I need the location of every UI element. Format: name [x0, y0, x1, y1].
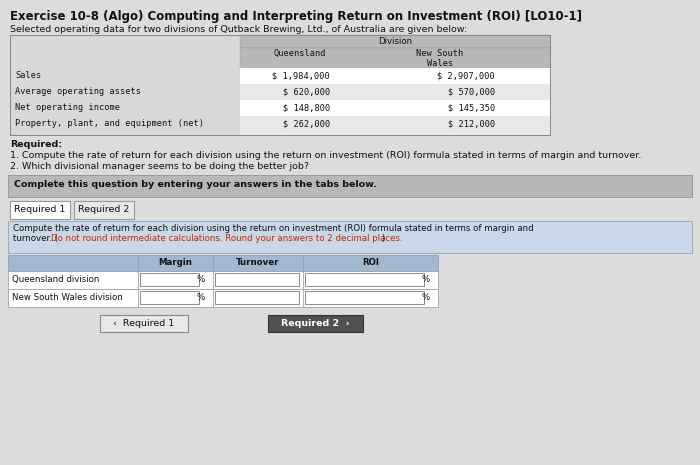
Text: New South Wales division: New South Wales division: [12, 293, 122, 302]
Bar: [8, 199, 692, 221]
Text: Required 2  ›: Required 2 ›: [281, 319, 349, 328]
Text: 1. Compute the rate of return for each division using the return on investment (: 1. Compute the rate of return for each d…: [10, 151, 641, 160]
Bar: [10, 116, 550, 132]
Text: ROI: ROI: [362, 258, 379, 267]
Text: %: %: [197, 275, 205, 284]
Text: Turnover: Turnover: [237, 258, 280, 267]
Text: Average operating assets: Average operating assets: [15, 87, 141, 96]
Text: Queensland division: Queensland division: [12, 275, 99, 284]
Bar: [10, 100, 550, 116]
Bar: [240, 35, 550, 48]
Text: $ 2,907,000: $ 2,907,000: [438, 71, 495, 80]
Text: Compute the rate of return for each division using the return on investment (ROI: Compute the rate of return for each divi…: [13, 224, 533, 233]
Text: ‹  Required 1: ‹ Required 1: [113, 319, 174, 328]
Bar: [140, 291, 199, 304]
Text: $ 262,000: $ 262,000: [283, 119, 330, 128]
Text: turnover. (: turnover. (: [13, 234, 58, 243]
Text: Division: Division: [378, 36, 412, 46]
Text: Do not round intermediate calculations. Round your answers to 2 decimal places.: Do not round intermediate calculations. …: [51, 234, 402, 243]
Bar: [10, 100, 240, 116]
Text: Required 2: Required 2: [78, 205, 130, 214]
Bar: [10, 35, 550, 135]
Text: Complete this question by entering your answers in the tabs below.: Complete this question by entering your …: [14, 180, 377, 189]
Bar: [10, 68, 240, 84]
Bar: [10, 84, 550, 100]
Text: Required 1: Required 1: [14, 205, 66, 214]
Bar: [305, 291, 424, 304]
Bar: [10, 116, 240, 132]
Text: %: %: [422, 275, 430, 284]
Bar: [240, 48, 550, 68]
Bar: [8, 221, 692, 253]
Text: Queensland: Queensland: [274, 49, 326, 58]
Bar: [100, 315, 188, 332]
Bar: [8, 175, 692, 197]
Bar: [10, 68, 550, 84]
Bar: [10, 201, 70, 219]
Text: ): ): [381, 234, 384, 243]
Bar: [10, 84, 240, 100]
Text: Property, plant, and equipment (net): Property, plant, and equipment (net): [15, 119, 204, 128]
Bar: [215, 291, 299, 304]
Text: Net operating income: Net operating income: [15, 103, 120, 112]
Bar: [10, 35, 550, 135]
Text: New South
Wales: New South Wales: [416, 49, 463, 68]
Bar: [215, 273, 299, 286]
Text: $ 148,800: $ 148,800: [283, 103, 330, 112]
Text: %: %: [422, 293, 430, 302]
Bar: [305, 273, 424, 286]
Bar: [8, 255, 438, 271]
Text: Exercise 10-8 (Algo) Computing and Interpreting Return on Investment (ROI) [LO10: Exercise 10-8 (Algo) Computing and Inter…: [10, 10, 582, 23]
Text: Sales: Sales: [15, 71, 41, 80]
Text: Selected operating data for two divisions of Qutback Brewing, Ltd., of Australia: Selected operating data for two division…: [10, 25, 468, 34]
Text: 2. Which divisional manager seems to be doing the better job?: 2. Which divisional manager seems to be …: [10, 162, 309, 171]
Text: $ 1,984,000: $ 1,984,000: [272, 71, 330, 80]
Text: $ 570,000: $ 570,000: [448, 87, 495, 96]
Text: $ 212,000: $ 212,000: [448, 119, 495, 128]
Text: %: %: [197, 293, 205, 302]
Bar: [140, 273, 199, 286]
Bar: [10, 35, 240, 135]
Text: Required:: Required:: [10, 140, 62, 149]
Text: $ 620,000: $ 620,000: [283, 87, 330, 96]
Bar: [74, 201, 134, 219]
Text: Margin: Margin: [159, 258, 192, 267]
Bar: [268, 315, 363, 332]
Bar: [8, 271, 438, 289]
Bar: [8, 289, 438, 307]
Text: $ 145,350: $ 145,350: [448, 103, 495, 112]
